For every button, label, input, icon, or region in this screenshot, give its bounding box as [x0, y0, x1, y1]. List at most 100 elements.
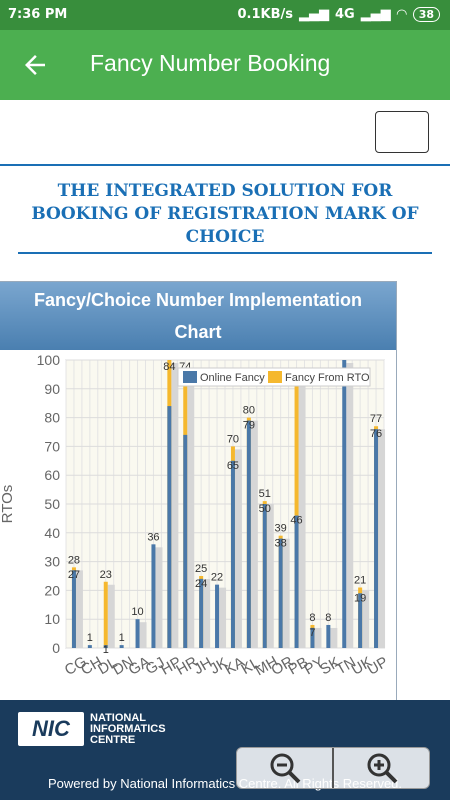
data-label: 1: [119, 632, 125, 644]
signal-icon-2: ▂▄▆: [360, 7, 391, 22]
data-label: 70: [227, 433, 239, 445]
back-arrow-icon[interactable]: [20, 50, 50, 80]
x-tick-label: JH: [191, 654, 215, 678]
bar-shadow: [139, 622, 147, 648]
bar-shadow: [171, 363, 179, 648]
app-title: Fancy Number Booking: [90, 50, 331, 76]
chart-title-line1: Fancy/Choice Number Implementation: [33, 290, 363, 310]
chart-title-line2: Chart: [174, 322, 222, 342]
nic-logo: NIC NATIONAL INFORMATICS CENTRE: [18, 712, 166, 746]
bar-shadow: [298, 386, 306, 648]
legend-swatch-online-fancy: [183, 371, 197, 383]
y-axis-label: RTOs: [0, 485, 16, 524]
data-label: 38: [275, 538, 287, 550]
bar-online-fancy: [358, 593, 363, 648]
bar-shadow: [155, 547, 163, 648]
nic-name: NATIONAL INFORMATICS CENTRE: [90, 711, 166, 746]
wifi-icon: ◠: [396, 7, 407, 22]
data-label: 46: [290, 515, 302, 527]
y-tick-label: 0: [52, 640, 60, 656]
bar-shadow: [330, 627, 338, 648]
bar-shadow: [250, 420, 258, 648]
data-label: 36: [147, 531, 159, 543]
chart-title: Fancy/Choice Number Implementation Chart: [0, 282, 396, 350]
y-tick-label: 10: [44, 611, 60, 627]
signal-icon: ▂▄▆: [298, 7, 329, 22]
page-heading: THE INTEGRATED SOLUTION FOR BOOKING OF R…: [18, 180, 432, 254]
zoom-in-button[interactable]: [334, 748, 429, 788]
bar-online-fancy: [71, 570, 76, 648]
bar-shadow: [203, 579, 211, 648]
data-label: 1: [103, 644, 109, 656]
bar-shadow: [362, 590, 370, 648]
bar-online-fancy: [199, 578, 204, 648]
zoom-separator: [332, 748, 334, 788]
y-tick-label: 50: [44, 496, 60, 512]
y-tick-label: 20: [44, 582, 60, 598]
bar-online-fancy: [262, 504, 267, 648]
bar-online-fancy: [215, 584, 220, 648]
data-label: 77: [370, 413, 382, 425]
nic-name-line1: NATIONAL: [90, 711, 147, 724]
network-speed: 0.1KB/s: [237, 7, 293, 22]
data-label: 79: [243, 419, 255, 431]
data-label: 24: [195, 578, 207, 590]
bar-shadow: [314, 627, 322, 648]
data-label: 39: [275, 523, 287, 535]
data-label: 25: [195, 563, 207, 575]
data-label: 8: [325, 612, 331, 624]
zoom-out-button[interactable]: [237, 748, 332, 788]
y-tick-label: 80: [44, 410, 60, 426]
bar-shadow: [75, 570, 83, 648]
app-bar: Fancy Number Booking: [0, 30, 450, 100]
bar-fancy-from-rto: [103, 581, 108, 648]
bar-online-fancy: [135, 619, 140, 648]
legend-swatch-fancy-from-rto: [268, 371, 282, 383]
data-label: 76: [370, 428, 382, 440]
bar-shadow: [266, 504, 274, 648]
bar-online-fancy: [167, 406, 172, 648]
bar-online-fancy: [374, 429, 379, 648]
data-label: 7: [309, 627, 315, 639]
x-tick-label: KL: [238, 654, 262, 678]
y-tick-label: 30: [44, 554, 60, 570]
data-label: 27: [68, 569, 80, 581]
data-label: 65: [227, 460, 239, 472]
bar-shadow: [107, 584, 115, 648]
data-label: 84: [163, 361, 175, 373]
data-label: 22: [211, 572, 223, 584]
bar-online-fancy: [230, 460, 235, 648]
bar-online-fancy: [294, 515, 299, 648]
menu-box-button[interactable]: [375, 111, 429, 153]
legend-label-fancy-from-rto: Fancy From RTO: [285, 372, 370, 384]
status-icons: 0.1KB/s ▂▄▆ 4G ▂▄▆ ◠ 38: [237, 7, 440, 22]
x-tick-label: JK: [207, 654, 231, 677]
bar-online-fancy: [151, 544, 156, 648]
status-time: 7:36 PM: [8, 7, 68, 22]
data-label: 21: [354, 575, 366, 587]
y-tick-label: 100: [37, 352, 61, 368]
y-tick-label: 90: [44, 381, 60, 397]
bar-online-fancy: [278, 538, 283, 648]
data-label: 80: [243, 405, 255, 417]
data-label: 8: [309, 612, 315, 624]
zoom-out-icon: [270, 753, 300, 784]
data-label: 10: [131, 606, 143, 618]
zoom-controls: [236, 747, 430, 789]
bar-shadow: [282, 538, 290, 648]
zoom-in-icon: [367, 753, 397, 784]
y-tick-label: 70: [44, 438, 60, 454]
bar-shadow: [219, 587, 227, 648]
nic-name-line3: CENTRE: [90, 733, 136, 746]
bar-shadow: [346, 363, 354, 648]
nic-logo-mark: NIC: [18, 712, 84, 746]
bar-online-fancy: [310, 627, 315, 648]
bar-online-fancy: [87, 645, 92, 648]
legend-label-online-fancy: Online Fancy: [200, 372, 265, 384]
bar-online-fancy: [183, 434, 188, 648]
y-tick-label: 60: [44, 467, 60, 483]
bar-online-fancy: [246, 420, 251, 648]
data-label: 50: [259, 503, 271, 515]
banner-area: [0, 100, 450, 166]
data-label: 51: [259, 488, 271, 500]
